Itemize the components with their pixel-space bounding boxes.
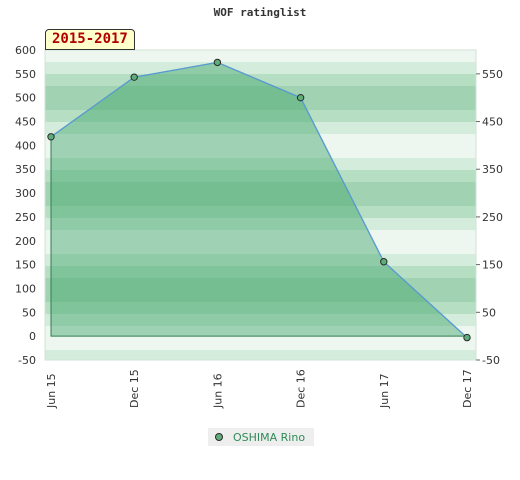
- left-tick-label: 150: [15, 259, 36, 272]
- right-tick-label: 550: [482, 68, 503, 81]
- data-point: [463, 333, 471, 342]
- x-tick-label: Jun 17: [378, 373, 391, 409]
- right-tick-label: 150: [482, 259, 503, 272]
- x-tick-label: Dec 17: [461, 369, 474, 408]
- background-band: [45, 206, 476, 218]
- left-tick-label: 300: [15, 187, 36, 200]
- plot-frame: [44, 49, 477, 361]
- data-point: [380, 258, 388, 266]
- background-band: [45, 266, 476, 278]
- right-tick-label: 50: [482, 306, 496, 319]
- legend-label: OSHIMA Rino: [233, 430, 306, 444]
- background-band: [45, 302, 476, 314]
- chart-title: WOF ratinglist: [213, 6, 307, 19]
- x-tick-label: Dec 15: [128, 369, 141, 408]
- data-point: [47, 133, 55, 141]
- background-band: [45, 86, 476, 98]
- background-band: [45, 110, 476, 122]
- background-band: [45, 218, 476, 230]
- left-tick-label: 200: [15, 235, 36, 248]
- background-band: [45, 158, 476, 170]
- background-band: [45, 98, 476, 110]
- left-tick-label: 600: [15, 44, 36, 57]
- data-point: [213, 58, 222, 67]
- left-tick-label: 400: [15, 139, 36, 152]
- left-tick-label: 50: [22, 306, 36, 319]
- data-point: [130, 73, 138, 81]
- background-band: [45, 50, 476, 62]
- background-band: [45, 242, 476, 254]
- background-band: [45, 122, 476, 134]
- series-line: [50, 61, 468, 339]
- background-band: [45, 290, 476, 302]
- left-tick-label: -50: [18, 354, 36, 367]
- background-band: [45, 278, 476, 290]
- data-point: [296, 93, 305, 102]
- x-tick-label: Jun 16: [211, 373, 224, 409]
- left-tick-label: 500: [15, 92, 36, 105]
- left-tick-label: 250: [15, 211, 36, 224]
- background-band: [45, 194, 476, 206]
- left-tick-label: 0: [29, 330, 36, 343]
- background-band: [45, 62, 476, 74]
- background-band: [45, 182, 476, 194]
- left-tick-label: 350: [15, 163, 36, 176]
- legend-marker: [215, 433, 223, 441]
- background-band: [45, 326, 476, 338]
- right-tick-label: 350: [482, 163, 503, 176]
- right-tick-label: -50: [482, 354, 500, 367]
- right-tick-label: 250: [482, 211, 503, 224]
- background-band: [45, 350, 476, 360]
- x-tick-label: Jun 15: [45, 373, 58, 409]
- background-band: [45, 134, 476, 146]
- legend[interactable]: OSHIMA Rino: [208, 428, 314, 446]
- period-badge: 2015-2017: [45, 29, 135, 50]
- background-band: [45, 254, 476, 266]
- left-tick-label: 550: [15, 68, 36, 81]
- right-tick-label: 450: [482, 116, 503, 129]
- background-band: [45, 314, 476, 326]
- x-tick-label: Dec 16: [295, 369, 308, 408]
- background-band: [45, 146, 476, 158]
- left-tick-label: 100: [15, 282, 36, 295]
- background-band: [45, 170, 476, 182]
- background-band: [45, 230, 476, 242]
- left-tick-label: 450: [15, 116, 36, 129]
- background-band: [45, 338, 476, 350]
